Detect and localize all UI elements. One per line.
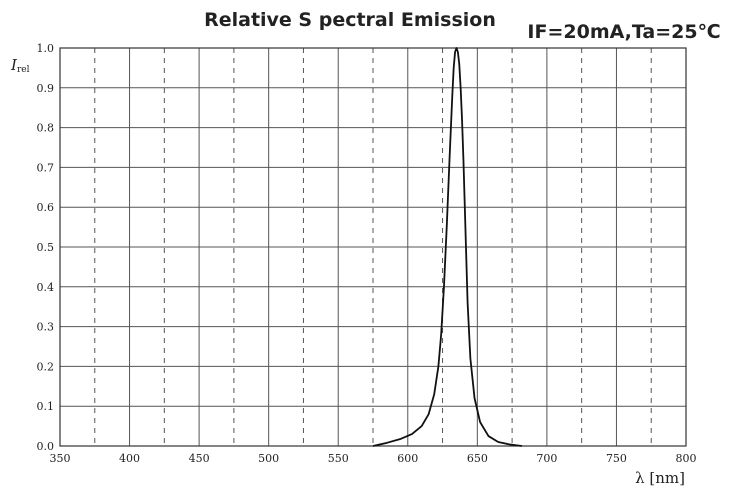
y-axis-label-main: I	[10, 56, 18, 74]
y-tick-label: 0.6	[37, 201, 55, 214]
x-tick-label: 750	[606, 452, 627, 465]
x-tick-label: 450	[189, 452, 210, 465]
x-tick-label: 400	[119, 452, 140, 465]
y-axis-label-subscript: rel	[17, 65, 30, 75]
y-tick-label: 0.3	[37, 321, 55, 334]
chart-title: Relative S pectral Emission	[204, 9, 496, 31]
y-tick-label: 0.0	[37, 440, 55, 453]
x-tick-label: 650	[467, 452, 488, 465]
y-tick-label: 0.7	[37, 161, 55, 174]
x-tick-label: 600	[397, 452, 418, 465]
x-tick-label: 700	[536, 452, 557, 465]
grid	[59, 47, 687, 447]
x-tick-label: 350	[50, 452, 71, 465]
y-tick-label: 0.4	[37, 281, 55, 294]
y-tick-label: 0.9	[37, 82, 55, 95]
x-tick-label: 550	[328, 452, 349, 465]
series-layer	[372, 47, 522, 447]
y-tick-label: 0.8	[37, 122, 55, 135]
x-tick-label: 500	[258, 452, 279, 465]
y-tick-label: 0.2	[37, 360, 55, 373]
emission-curve	[372, 47, 522, 447]
y-tick-label: 0.1	[37, 400, 55, 413]
x-tick-label: 800	[676, 452, 697, 465]
y-tick-label: 1.0	[37, 42, 55, 55]
x-tick-labels: 350 400 450 500 550 600 650 700 750 800	[50, 452, 697, 465]
y-tick-label: 0.5	[37, 241, 55, 254]
y-axis-label: Irel	[10, 56, 30, 75]
test-conditions-label: IF=20mA,Ta=25℃	[527, 21, 720, 43]
y-tick-labels: 0.0 0.1 0.2 0.3 0.4 0.5 0.6 0.7 0.8 0.9 1.0	[37, 42, 55, 453]
x-axis-label: λ [nm]	[635, 469, 685, 487]
